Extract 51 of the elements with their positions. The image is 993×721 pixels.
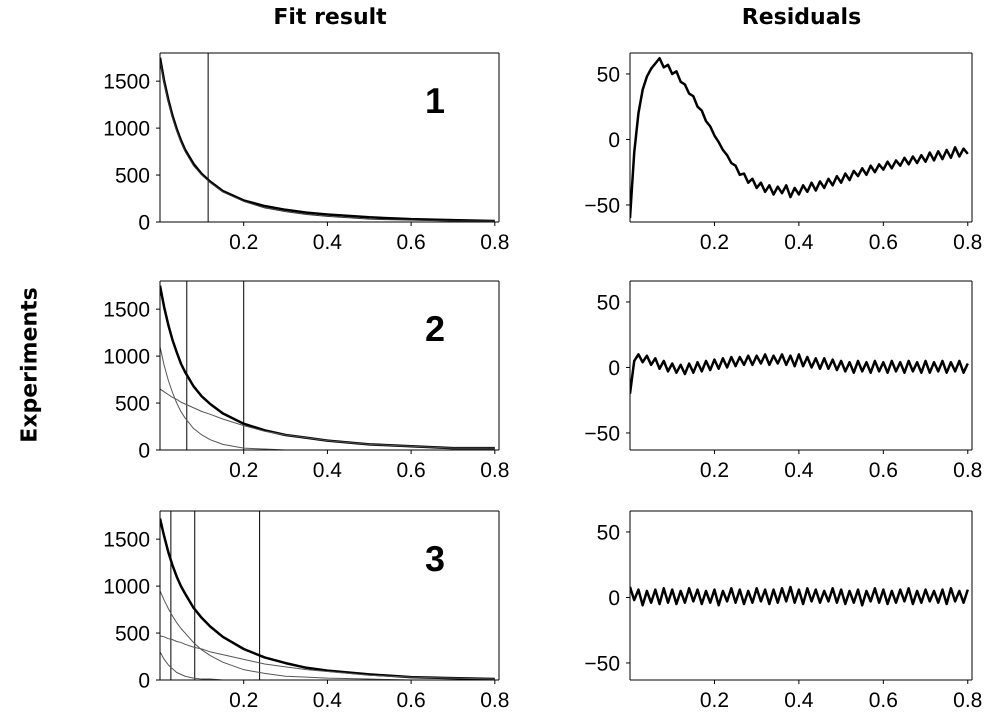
x-tick-label: 0.4 <box>784 688 814 712</box>
y-tick-label: 0 <box>608 586 620 610</box>
x-tick-label: 0.4 <box>312 230 342 254</box>
y-tick-label: −50 <box>584 422 620 446</box>
x-tick-label: 0.8 <box>953 688 982 712</box>
y-tick-label: 500 <box>114 622 150 646</box>
y-tick-label: −50 <box>584 194 620 218</box>
x-tick-label: 0.6 <box>868 230 898 254</box>
y-tick-label: 50 <box>596 63 620 86</box>
y-tick-label: 0 <box>138 669 150 692</box>
y-tick-label: 1000 <box>103 346 150 369</box>
annotation: 3 <box>424 538 446 580</box>
x-tick-label: 0.8 <box>480 688 510 712</box>
x-tick-label: 0.4 <box>312 688 342 712</box>
y-tick-label: 0 <box>608 356 620 380</box>
y-tick-label: 1000 <box>103 576 150 599</box>
y-tick-label: 50 <box>596 291 620 314</box>
x-tick-label: 0.8 <box>953 230 982 254</box>
y-tick-label: 1500 <box>103 298 150 322</box>
y-axis-title: Experiments <box>18 287 42 443</box>
y-tick-label: 500 <box>114 164 150 188</box>
chart-title: Residuals <box>740 5 862 30</box>
x-tick-label: 0.6 <box>396 230 426 254</box>
y-tick-label: 1500 <box>103 70 150 94</box>
x-tick-label: 0.4 <box>784 458 814 482</box>
x-tick-label: 0.6 <box>396 688 426 712</box>
x-tick-label: 0.8 <box>953 458 982 482</box>
x-tick-label: 0.6 <box>868 458 898 482</box>
y-tick-label: 1000 <box>103 118 150 141</box>
x-tick-label: 0.2 <box>229 458 258 482</box>
y-tick-label: 0 <box>608 128 620 152</box>
x-tick-label: 0.6 <box>396 458 426 482</box>
x-tick-label: 0.4 <box>312 458 342 482</box>
x-tick-label: 0.4 <box>784 230 814 254</box>
x-tick-label: 0.2 <box>700 230 730 254</box>
annotation: 1 <box>424 80 446 122</box>
y-tick-label: 0 <box>138 211 150 234</box>
y-tick-label: 50 <box>596 521 620 544</box>
y-tick-label: 1500 <box>103 528 150 552</box>
y-tick-label: 0 <box>138 439 150 462</box>
x-tick-label: 0.2 <box>700 458 730 482</box>
x-tick-label: 0.6 <box>868 688 898 712</box>
x-tick-label: 0.2 <box>229 688 258 712</box>
x-tick-label: 0.8 <box>480 458 510 482</box>
annotation: 2 <box>424 308 446 350</box>
chart-title: Fit result <box>272 5 388 30</box>
y-tick-label: −50 <box>584 652 620 676</box>
y-tick-label: 500 <box>114 392 150 416</box>
x-tick-label: 0.2 <box>229 230 258 254</box>
x-tick-label: 0.2 <box>700 688 730 712</box>
x-tick-label: 0.8 <box>480 230 510 254</box>
